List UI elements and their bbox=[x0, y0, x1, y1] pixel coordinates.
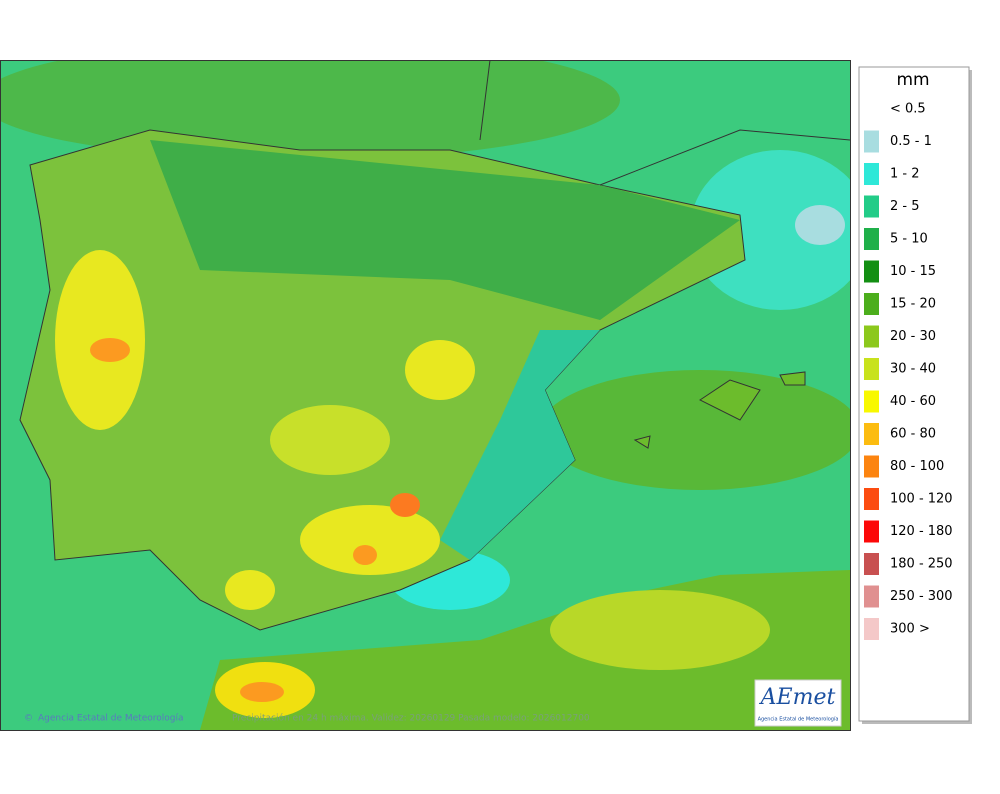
legend-label: 60 - 80 bbox=[890, 427, 936, 442]
map bbox=[0, 60, 850, 730]
legend-swatch bbox=[864, 423, 879, 445]
copyright-symbol: © bbox=[24, 714, 33, 724]
legend-swatch bbox=[864, 163, 879, 185]
legend-swatch bbox=[864, 585, 879, 608]
legend-swatch bbox=[864, 553, 879, 575]
logo: AEmet Agencia Estatal de Meteorología bbox=[754, 679, 842, 727]
legend-label: 80 - 100 bbox=[890, 459, 944, 474]
legend-label: 5 - 10 bbox=[890, 232, 928, 247]
legend-swatch bbox=[864, 358, 879, 380]
legend-swatch bbox=[864, 130, 879, 153]
legend-label: 120 - 180 bbox=[890, 524, 953, 539]
legend-label: 2 - 5 bbox=[890, 199, 920, 214]
legend-label: 30 - 40 bbox=[890, 362, 936, 377]
legend-label: 0.5 - 1 bbox=[890, 134, 932, 149]
legend-label: 100 - 120 bbox=[890, 492, 953, 507]
legend-label: 250 - 300 bbox=[890, 589, 953, 604]
legend-swatch bbox=[864, 618, 879, 640]
legend-title: mm bbox=[896, 70, 929, 90]
copyright: Agencia Estatal de Meteorología bbox=[38, 714, 184, 724]
legend-label: < 0.5 bbox=[890, 102, 926, 117]
legend-label: 10 - 15 bbox=[890, 264, 936, 279]
legend-swatch bbox=[864, 488, 879, 510]
map-frame bbox=[0, 60, 851, 731]
legend: mm < 0.5 0.5 - 1 1 - 2 2 - 5 5 - 10 10 - 15 15… bbox=[858, 66, 972, 724]
legend-swatch bbox=[864, 455, 879, 478]
legend-swatch bbox=[864, 195, 879, 218]
legend-label: 1 - 2 bbox=[890, 167, 920, 182]
legend-label: 15 - 20 bbox=[890, 297, 936, 312]
legend-label: 300 > bbox=[890, 622, 930, 637]
legend-swatch bbox=[864, 390, 879, 413]
legend-label: 20 - 30 bbox=[890, 329, 936, 344]
legend-label: 40 - 60 bbox=[890, 394, 936, 409]
legend-swatch bbox=[864, 293, 879, 315]
legend-swatch bbox=[864, 325, 879, 348]
logo-subtitle: Agencia Estatal de Meteorología bbox=[758, 716, 839, 723]
legend-swatch bbox=[864, 228, 879, 250]
map-caption: Precipitación en 24 h máxima. Validez: 2… bbox=[232, 713, 590, 724]
legend-label: 180 - 250 bbox=[890, 557, 953, 572]
logo-name: AEmet bbox=[759, 685, 836, 710]
legend-swatch bbox=[864, 520, 879, 543]
legend-swatch bbox=[864, 260, 879, 283]
